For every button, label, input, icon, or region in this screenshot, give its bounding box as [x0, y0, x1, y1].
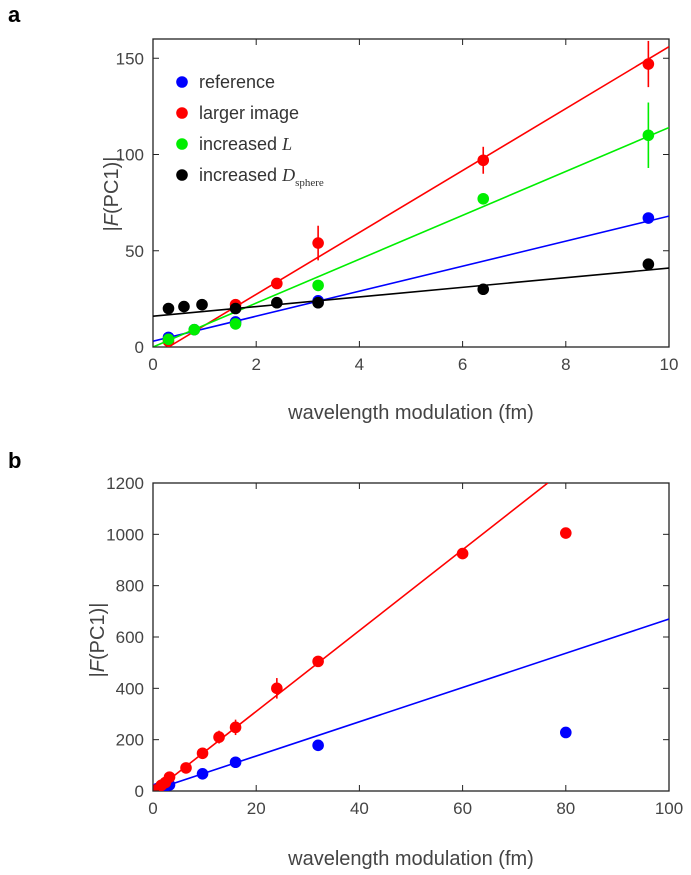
- legend-label: increased L: [199, 134, 292, 154]
- panel-b-y-tick-label: 1200: [106, 474, 144, 493]
- panel-b-fit-line: [154, 483, 549, 791]
- panel-a-y-tick-label: 50: [125, 242, 144, 261]
- panel-a-data-point: [271, 296, 283, 309]
- panel-b-y-tick-label: 0: [135, 782, 144, 801]
- panel-b-data-point: [180, 762, 192, 774]
- panel-a-data-point: [477, 192, 490, 205]
- panel-b-x-tick-label: 0: [148, 799, 157, 818]
- panel-a-series-3: [153, 258, 669, 317]
- panel-b-y-tick-label: 1000: [106, 525, 144, 544]
- panel-b-x-tick-label: 60: [453, 799, 472, 818]
- panel-a-data-point: [188, 323, 201, 336]
- legend-label: reference: [199, 72, 275, 92]
- legend-marker: [176, 169, 188, 181]
- panel-b-data-point: [196, 768, 209, 780]
- panel-b-data-point: [271, 682, 283, 695]
- panel-a-data-point: [178, 300, 190, 313]
- panel-a-x-tick-label: 10: [660, 355, 679, 374]
- panel-a-data-point: [642, 129, 655, 142]
- panel-a-data-point: [477, 154, 490, 167]
- panel-b-data-point: [163, 771, 176, 783]
- panel-a-x-tick-label: 2: [251, 355, 260, 374]
- panel-b-x-tick-label: 100: [655, 799, 683, 818]
- panel-a-x-tick-label: 4: [355, 355, 364, 374]
- panel-b-data-point: [560, 527, 572, 539]
- panel-a-letter: a: [8, 2, 21, 27]
- panel-b-y-tick-label: 400: [116, 679, 144, 698]
- panel-a-data-point: [312, 237, 324, 249]
- panel-a-y-tick-label: 100: [116, 146, 144, 165]
- panel-a-y-tick-label: 150: [116, 49, 144, 68]
- panel-b-data-point: [312, 655, 324, 668]
- panel-a-y-axis-label: |F(PC1)|: [101, 157, 123, 232]
- panel-b-series-0: [153, 618, 669, 791]
- panel-a-x-tick-label: 6: [458, 355, 467, 374]
- panel-a-data-point: [312, 296, 324, 309]
- panel-a-data-point: [271, 277, 283, 290]
- panel-b-data-point: [456, 547, 469, 560]
- panel-b-y-tick-label: 200: [116, 731, 144, 750]
- panel-a-data-point: [162, 302, 175, 315]
- panel-b-data-point: [196, 747, 209, 760]
- panel-a-data-point: [642, 258, 655, 271]
- panel-b-plot-area: [152, 482, 670, 792]
- legend-marker: [176, 76, 188, 88]
- panel-a-data-point: [477, 283, 490, 296]
- panel-b-y-tick-label: 600: [116, 628, 144, 647]
- panel-b-data-point: [312, 739, 324, 752]
- legend-marker: [176, 138, 188, 150]
- panel-a-fit-line: [153, 126, 669, 347]
- panel-b-data-point: [560, 726, 572, 739]
- panel-b-data-point: [229, 756, 242, 769]
- panel-a-axes-frame: [152, 38, 670, 348]
- panel-a-data-point: [162, 333, 175, 346]
- panel-a-legend: reference larger image increased L increase…: [176, 72, 324, 189]
- panel-a-data-point: [196, 298, 208, 311]
- panel-a-data-point: [642, 58, 655, 70]
- panel-b-axes-frame: [152, 482, 670, 792]
- panel-a-x-tick-label: 8: [561, 355, 570, 374]
- panel-a-plot-area: [152, 38, 670, 348]
- panel-a-fit-line: [168, 46, 669, 347]
- panel-b-y-axis-label: |F(PC1)|: [87, 603, 109, 678]
- panel-a-data-point: [312, 279, 324, 292]
- panel-a-y-tick-label: 0: [135, 338, 144, 357]
- panel-a-x-tick-label: 0: [148, 355, 157, 374]
- panel-a-x-axis-label: wavelength modulation (fm): [287, 402, 534, 424]
- panel-b-data-point: [229, 721, 242, 734]
- panel-a-data-point: [642, 212, 655, 224]
- panel-a-data-point: [229, 318, 242, 330]
- panel-b-y-tick-label: 800: [116, 577, 144, 596]
- panel-a-data-point: [229, 302, 242, 315]
- legend-marker: [176, 107, 188, 119]
- panel-b-x-tick-label: 40: [350, 799, 369, 818]
- panel-b-x-tick-label: 20: [247, 799, 266, 818]
- panel-b-x-axis-label: wavelength modulation (fm): [287, 848, 534, 870]
- panel-b-x-tick-label: 80: [556, 799, 575, 818]
- panel-b-data-point: [213, 731, 225, 743]
- legend-label: increased Dsphere: [199, 165, 324, 189]
- panel-b-series-1: [153, 483, 572, 791]
- legend-label: larger image: [199, 103, 299, 123]
- panel-b-letter: b: [8, 448, 21, 473]
